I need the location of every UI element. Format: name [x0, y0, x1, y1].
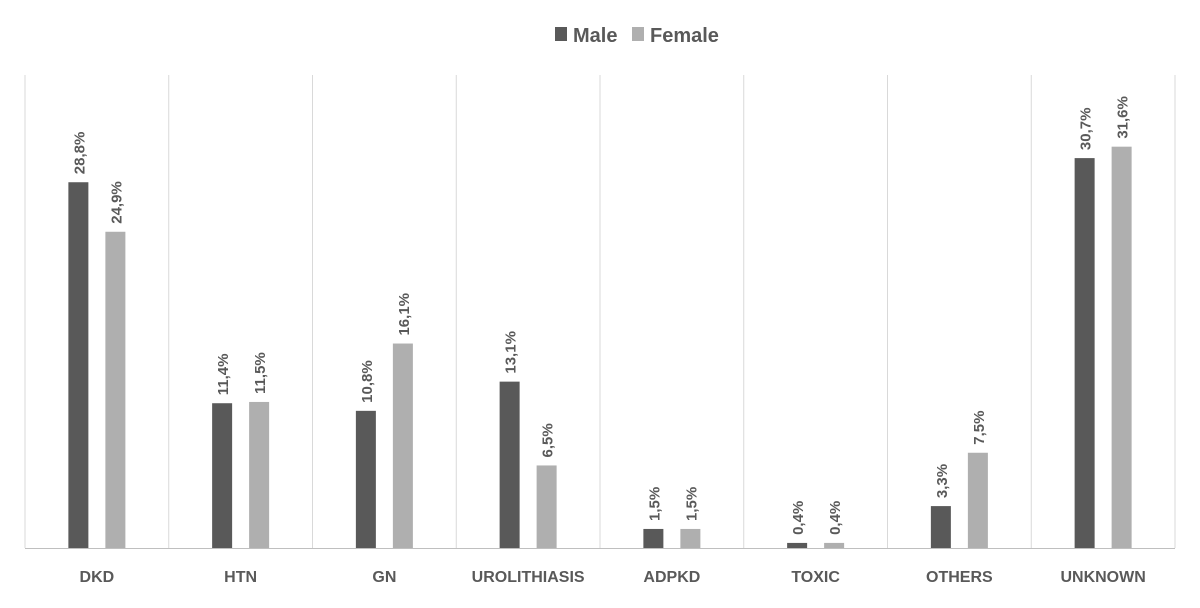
data-label-male-dkd: 28,8% — [71, 132, 88, 175]
legend-label-male: Male — [573, 25, 617, 47]
data-label-male-adpkd: 1,5% — [646, 487, 663, 521]
x-tick-unknown: UNKNOWN — [1060, 569, 1145, 586]
data-label-female-adpkd: 1,5% — [683, 487, 700, 521]
x-tick-urolithiasis: UROLITHIASIS — [472, 569, 585, 586]
data-label-male-unknown: 30,7% — [1078, 108, 1095, 151]
bar-male-dkd — [68, 182, 89, 549]
data-label-female-htn: 11,5% — [252, 352, 269, 394]
bar-female-toxic — [824, 542, 845, 548]
bar-female-unknown — [1111, 146, 1132, 548]
data-label-female-toxic: 0,4% — [827, 501, 844, 535]
x-tick-htn: HTN — [224, 569, 257, 586]
bar-marks — [68, 146, 1132, 549]
bar-female-htn — [249, 401, 270, 548]
bar-male-unknown — [1074, 158, 1095, 549]
x-tick-others: OTHERS — [926, 569, 993, 586]
bar-female-dkd — [105, 231, 126, 548]
bar-male-htn — [212, 403, 233, 548]
bar-male-adpkd — [643, 528, 664, 548]
x-tick-adpkd: ADPKD — [643, 569, 700, 586]
data-label-male-others: 3,3% — [934, 464, 951, 498]
legend-swatch-male — [555, 27, 567, 41]
bar-female-urolithiasis — [536, 465, 557, 548]
bar-male-toxic — [787, 542, 808, 548]
x-tick-gn: GN — [372, 569, 396, 586]
bar-female-others — [967, 452, 988, 548]
data-label-female-dkd: 24,9% — [108, 181, 125, 224]
data-label-male-gn: 10,8% — [359, 360, 376, 403]
data-label-female-others: 7,5% — [971, 411, 988, 445]
data-labels: 28,8% 24,9% 11,4% 11,5% 10,8% 16,1% 13,1% 6,5% 1… — [71, 96, 1131, 535]
bar-male-others — [930, 506, 951, 548]
data-label-male-toxic: 0,4% — [790, 501, 807, 535]
bar-female-adpkd — [680, 528, 701, 548]
category-gridlines — [24, 75, 1176, 548]
legend-label-female: Female — [650, 25, 719, 47]
bar-male-gn — [355, 410, 376, 548]
data-label-female-urolithiasis: 6,5% — [540, 423, 557, 457]
chart-legend: Male Female — [555, 25, 719, 47]
legend-swatch-female — [632, 27, 644, 41]
bar-male-urolithiasis — [499, 381, 520, 548]
data-label-male-htn: 11,4% — [215, 354, 232, 396]
x-tick-toxic: TOXIC — [791, 569, 840, 586]
data-label-female-unknown: 31,6% — [1115, 96, 1132, 139]
x-tick-dkd: DKD — [80, 569, 115, 586]
bar-female-gn — [392, 343, 413, 548]
data-label-female-gn: 16,1% — [396, 293, 413, 336]
x-tick-labels: DKD HTN GN UROLITHIASIS ADPKD TOXIC OTHERS UNKN… — [80, 569, 1146, 586]
data-label-male-urolithiasis: 13,1% — [503, 331, 520, 374]
